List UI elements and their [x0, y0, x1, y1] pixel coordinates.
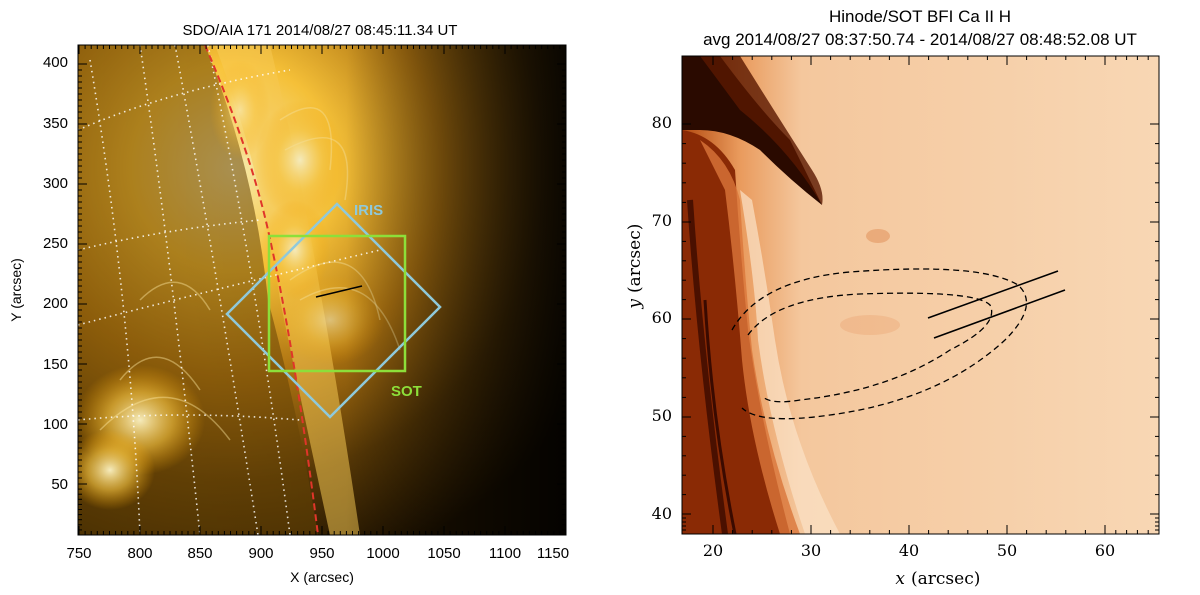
sot-label: SOT [391, 383, 422, 400]
xtick-label: 60 [1095, 541, 1115, 560]
xtick-label: 1150 [537, 545, 569, 562]
right-xlabel-var: x [895, 569, 905, 589]
left-panel-title: SDO/AIA 171 2014/08/27 08:45:11.34 UT [183, 22, 458, 39]
xtick-label: 40 [899, 541, 919, 560]
xtick-label: 850 [187, 545, 212, 562]
ytick-label: 400 [43, 54, 68, 71]
ytick-label: 40 [652, 504, 672, 523]
ytick-label: 150 [43, 356, 68, 373]
right-ytick-labels: 40 50 60 70 80 [652, 113, 672, 523]
left-ylabel: Y (arcsec) [8, 258, 24, 322]
xtick-label: 1000 [366, 545, 399, 562]
slit-line-upper [927, 270, 1059, 319]
ytick-label: 250 [43, 235, 68, 252]
slit-line-lower [933, 289, 1066, 339]
ytick-label: 200 [43, 295, 68, 312]
ytick-label: 100 [43, 416, 68, 433]
right-panel-title-line2: avg 2014/08/27 08:37:50.74 - 2014/08/27 … [703, 30, 1137, 49]
xtick-label: 800 [127, 545, 152, 562]
xtick-label: 750 [66, 545, 91, 562]
right-plot-frame [681, 55, 1160, 535]
xtick-label: 30 [801, 541, 821, 560]
xtick-label: 1050 [427, 545, 460, 562]
loop-contours [731, 268, 1027, 420]
xtick-label: 20 [703, 541, 723, 560]
sot-image [682, 56, 1159, 534]
left-xlabel: X (arcsec) [290, 569, 354, 585]
slit-line [315, 285, 363, 298]
right-axis-ticks [682, 56, 1160, 535]
xtick-label: 50 [997, 541, 1017, 560]
right-ylabel-unit: (arcsec) [625, 224, 645, 293]
left-axis-ticks [78, 45, 567, 536]
ytick-label: 70 [652, 211, 672, 230]
right-ylabel-var: y [625, 299, 645, 310]
ytick-label: 350 [43, 115, 68, 132]
left-ytick-labels: 50 100 150 200 250 300 350 400 [43, 54, 68, 493]
right-xlabel-unit: (arcsec) [911, 569, 980, 589]
ytick-label: 300 [43, 175, 68, 192]
solar-limb-line [204, 45, 319, 535]
right-xtick-labels: 20 30 40 50 60 [703, 541, 1115, 560]
ytick-label: 50 [51, 476, 68, 493]
ytick-label: 60 [652, 308, 672, 327]
left-xtick-labels: 750 800 850 900 950 1000 1050 1100 1150 [66, 545, 569, 562]
xtick-label: 1100 [489, 545, 521, 562]
xtick-label: 950 [309, 545, 334, 562]
aia-image [78, 45, 566, 535]
sot-fov-box [267, 234, 407, 373]
ytick-label: 80 [652, 113, 672, 132]
right-panel-title-line1: Hinode/SOT BFI Ca II H [829, 7, 1011, 26]
iris-label: IRIS [354, 202, 383, 219]
ytick-label: 50 [652, 406, 672, 425]
xtick-label: 900 [248, 545, 273, 562]
